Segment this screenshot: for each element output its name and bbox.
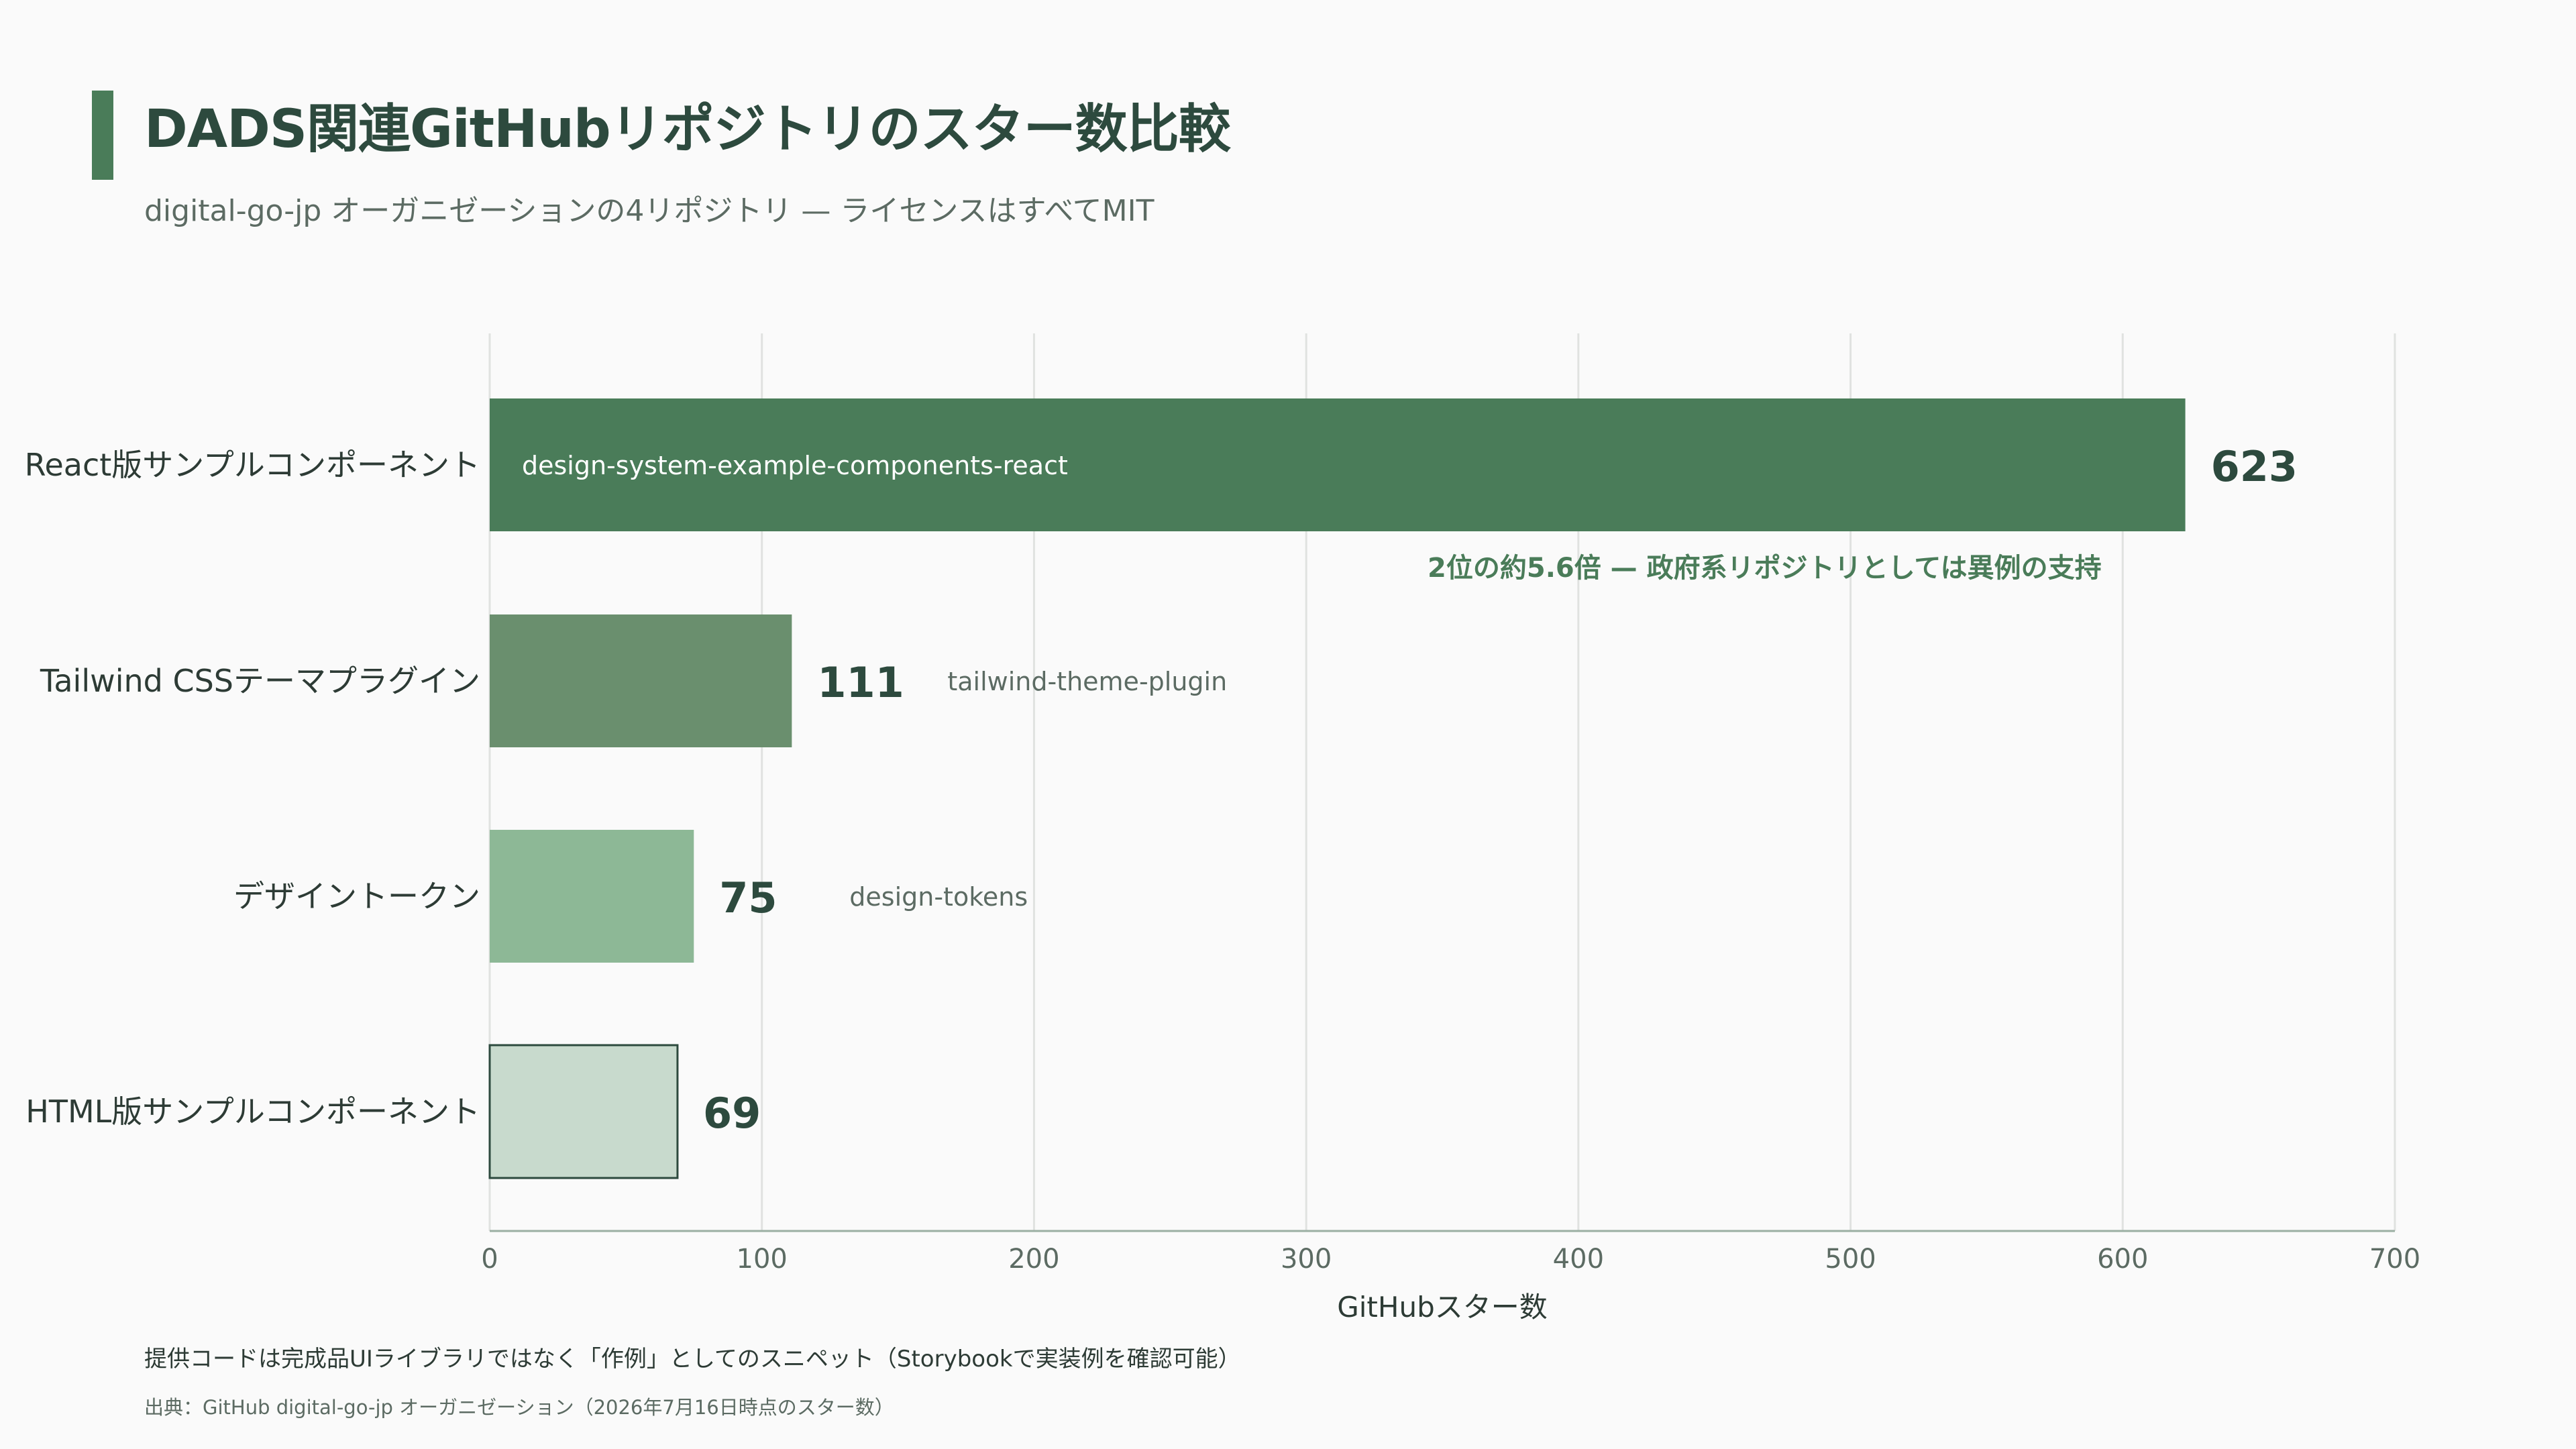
x-tick-label: 500 xyxy=(1825,1244,1876,1275)
value-label: 69 xyxy=(703,1089,761,1138)
value-label: 111 xyxy=(817,658,904,707)
x-tick-label: 300 xyxy=(1281,1244,1332,1275)
category-label: Tailwind CSSテーマプラグイン xyxy=(40,663,480,699)
category-label: React版サンプルコンポーネント xyxy=(25,447,480,483)
value-label: 623 xyxy=(2211,442,2298,491)
x-tick-label: 200 xyxy=(1008,1244,1059,1275)
annotation-text: 2位の約5.6倍 — 政府系リポジトリとしては異例の支持 xyxy=(1428,553,2102,584)
x-axis-label: GitHubスター数 xyxy=(1337,1291,1548,1324)
footnote: 提供コードは完成品UIライブラリではなく「作例」としてのスニペット（Storyb… xyxy=(144,1346,1241,1373)
repo-name-label: tailwind-theme-plugin xyxy=(947,667,1227,696)
bar xyxy=(488,1044,679,1179)
source-note: 出典：GitHub digital-go-jp オーガニゼーション（2026年7… xyxy=(144,1396,894,1419)
repo-name-label: design-system-example-components-react xyxy=(522,451,1068,480)
x-tick-label: 0 xyxy=(481,1244,498,1275)
chart-subtitle: digital-go-jp オーガニゼーションの4リポジトリ — ライセンスはす… xyxy=(144,194,1155,228)
chart-title: DADS関連GitHubリポジトリのスター数比較 xyxy=(144,99,1231,160)
x-tick-label: 100 xyxy=(737,1244,788,1275)
category-label: HTML版サンプルコンポーネント xyxy=(25,1093,480,1130)
x-tick-label: 400 xyxy=(1553,1244,1604,1275)
value-label: 75 xyxy=(719,873,777,922)
x-tick-label: 600 xyxy=(2097,1244,2148,1275)
bar xyxy=(490,830,694,963)
bar xyxy=(490,614,792,747)
category-label: デザイントークン xyxy=(233,878,480,914)
title-accent-bar xyxy=(92,91,113,180)
x-tick-label: 700 xyxy=(2369,1244,2420,1275)
bar xyxy=(490,398,2186,531)
repo-name-label: design-tokens xyxy=(849,882,1028,912)
